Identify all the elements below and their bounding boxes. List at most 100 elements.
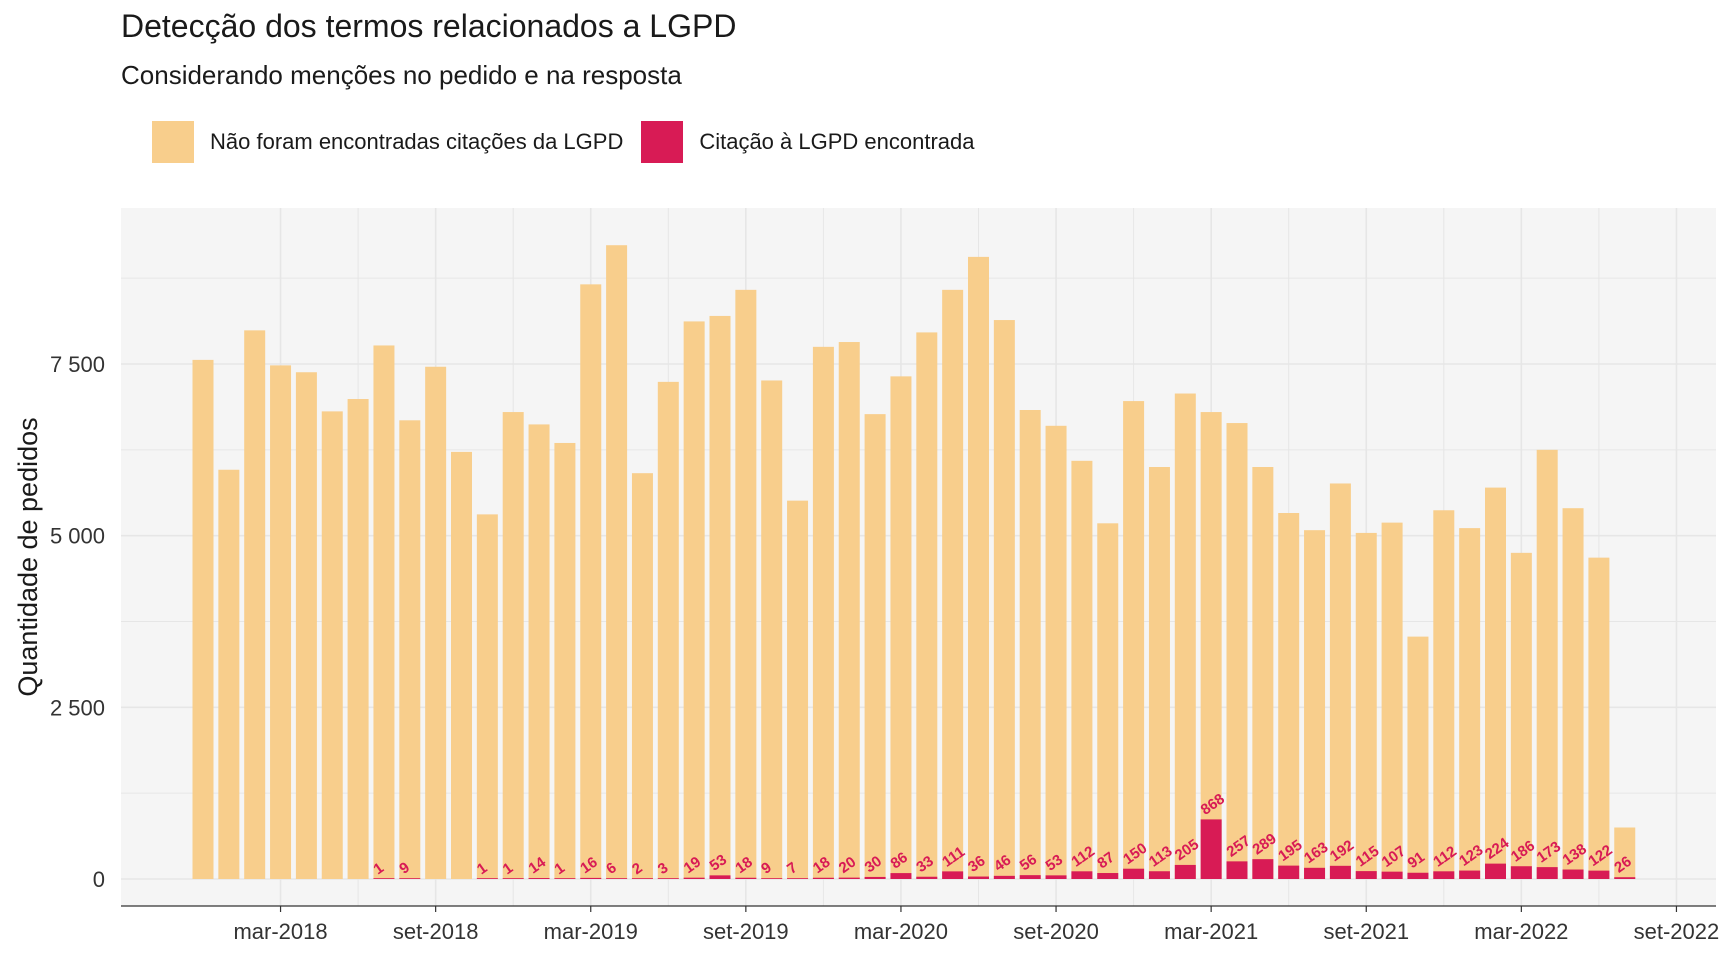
x-tick-label: set-2020 [1013,919,1099,944]
bar-not-found [968,256,989,879]
bar-not-found [1304,530,1326,879]
bar-found [735,877,757,879]
bar-not-found [192,359,214,879]
y-tick-label: 7 500 [50,352,105,377]
bar-found [606,878,628,879]
bar-found [838,877,860,879]
bar-found [1019,875,1041,879]
data-label: 91 [1404,849,1427,872]
bar-not-found [321,411,343,879]
bar-not-found [218,469,240,879]
bar-not-found [1097,523,1119,879]
legend-label-not-found: Não foram encontradas citações da LGPD [210,129,624,154]
bar-not-found [761,380,783,879]
bar-not-found [993,320,1015,879]
bar-found [1510,866,1532,879]
y-axis-ticks: 0 2 500 5 000 7 500 [50,352,105,892]
bar-not-found [683,321,705,880]
bar-found [787,878,809,879]
bar-not-found [270,365,292,880]
bar-not-found [1562,508,1584,879]
bar-not-found [1536,449,1558,879]
bar-not-found [373,345,395,880]
bar-found [1536,867,1558,879]
bar-found [1071,871,1093,879]
y-tick-label: 0 [93,867,105,892]
bar-found [1123,868,1145,879]
bar-not-found [1226,423,1248,879]
data-label: 19 [681,853,704,876]
bar-found [1045,875,1067,879]
bar-not-found [295,372,317,879]
data-label: 56 [1017,851,1040,874]
bar-not-found [631,473,653,879]
bar-not-found [1252,467,1274,879]
bar-not-found [1278,513,1300,879]
bar-not-found [1381,522,1403,879]
data-label: 36 [965,852,988,875]
x-tick-label: mar-2021 [1164,919,1258,944]
bar-not-found [709,315,731,879]
bar-found [1614,877,1636,879]
bar-not-found [476,514,498,879]
bar-not-found [451,451,472,879]
x-axis-ticks: mar-2018 set-2018 mar-2019 set-2019 mar-2020… [233,906,1719,944]
legend-item-not-found: Não foram encontradas citações da LGPD [152,121,623,163]
data-label: 86 [887,849,910,872]
chart-title: Detecção dos termos relacionados a LGPD [121,8,737,44]
bar-not-found [1329,483,1351,879]
bar-not-found [244,330,266,879]
data-label: 87 [1094,849,1117,872]
bar-not-found [787,500,809,879]
bar-found [1278,865,1300,879]
data-label: 33 [913,853,936,876]
bar-not-found [347,399,369,879]
y-axis-label: Quantidade de pedidos [13,417,43,696]
bar-not-found [1407,636,1429,879]
bar-not-found [425,366,447,879]
bar-found [1252,859,1274,879]
legend-item-found: Citação à LGPD encontrada [641,121,975,163]
bar-not-found [1485,487,1506,879]
bar-not-found [1614,827,1636,879]
bar-found [864,876,886,879]
bar-found [399,878,421,879]
bar-found [1304,867,1326,879]
bar-not-found [657,381,679,879]
data-label: 18 [732,854,755,877]
bar-found [942,871,964,879]
bar-found [528,878,550,879]
bar-found [1174,864,1196,879]
bar-not-found [1459,528,1481,879]
legend: Não foram encontradas citações da LGPD C… [152,120,993,164]
bar-found [968,876,989,879]
bar-not-found [864,414,886,879]
bar-found [1097,873,1119,879]
bar-not-found [812,346,834,879]
bar-not-found [1045,425,1067,879]
bar-not-found [1510,552,1532,879]
x-tick-label: mar-2022 [1474,919,1568,944]
bar-not-found [838,342,860,879]
bar-found [502,878,524,879]
bar-not-found [399,420,421,879]
x-tick-label: mar-2018 [233,919,327,944]
bar-found [993,875,1015,879]
data-label: 16 [577,854,600,877]
bar-found [1562,869,1584,879]
bar-found [812,877,834,879]
bar-found [1329,865,1351,879]
bar-found [1433,871,1455,879]
chart-subtitle: Considerando menções no pedido e na resp… [121,60,682,90]
data-label: 18 [810,854,833,877]
bar-found [1226,861,1248,879]
bar-not-found [1123,401,1145,879]
x-tick-label: set-2018 [393,919,479,944]
bar-found [761,878,783,879]
data-label: 53 [1043,851,1066,874]
bar-found [1381,871,1403,879]
bar-found [657,878,679,879]
bar-not-found [916,332,938,879]
legend-label-found: Citação à LGPD encontrada [699,129,975,154]
